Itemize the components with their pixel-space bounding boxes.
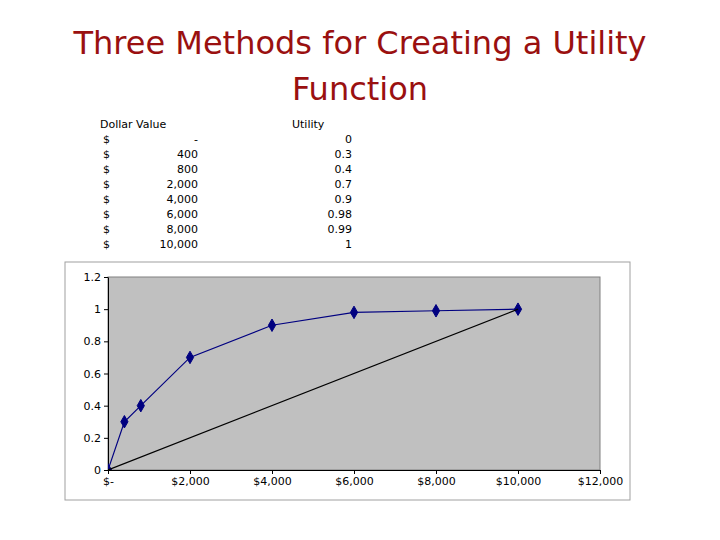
plot-area bbox=[108, 277, 600, 470]
table-cell: 0.7 bbox=[335, 178, 353, 191]
table-cell: 400 bbox=[177, 148, 198, 161]
tick-label: $6,000 bbox=[335, 475, 374, 488]
table-cell: 0.98 bbox=[328, 208, 353, 221]
tick-label: $8,000 bbox=[417, 475, 456, 488]
table-cell: $ bbox=[103, 208, 110, 221]
tick-mark bbox=[354, 470, 355, 474]
tick: $8,000 bbox=[417, 470, 456, 488]
series-line bbox=[108, 309, 518, 470]
tick-mark bbox=[104, 438, 108, 439]
y-axis: 0 0.2 0.4 0.6 0.8 1 1.2 bbox=[84, 271, 109, 477]
tick: 0.6 bbox=[84, 368, 109, 381]
series-marker bbox=[186, 351, 193, 363]
tick-label: $12,000 bbox=[578, 475, 624, 488]
tick-label: 0 bbox=[94, 464, 101, 477]
table-cell: 10,000 bbox=[160, 238, 199, 251]
tick-label: 0.2 bbox=[84, 432, 102, 445]
table-cell: $ bbox=[103, 163, 110, 176]
tick-label: $4,000 bbox=[253, 475, 292, 488]
series-marker bbox=[514, 303, 521, 315]
series-marker bbox=[432, 305, 439, 317]
series-marker bbox=[121, 416, 128, 428]
tick-label: $2,000 bbox=[171, 475, 210, 488]
slide-title: Three Methods for Creating a Utility Fun… bbox=[70, 20, 650, 112]
tick-mark bbox=[518, 470, 519, 474]
table-cell: 0.99 bbox=[328, 223, 353, 236]
value-table: Dollar Value Utility $ - 0 $400 0.3 $800 0.4 $2,0… bbox=[100, 118, 352, 251]
tick-label: 0.4 bbox=[84, 400, 102, 413]
table-cell: 4,000 bbox=[167, 193, 199, 206]
tick: $6,000 bbox=[335, 470, 374, 488]
chart-frame bbox=[65, 262, 630, 500]
tick: $12,000 bbox=[578, 470, 624, 488]
table-cell: $ bbox=[103, 178, 110, 191]
tick-mark bbox=[108, 470, 109, 474]
table-cell: - bbox=[194, 133, 198, 146]
series-marker bbox=[268, 319, 275, 331]
table-cell: 0.4 bbox=[335, 163, 353, 176]
series-line bbox=[108, 309, 518, 470]
tick-label: 0.6 bbox=[84, 368, 102, 381]
tick-mark bbox=[104, 406, 108, 407]
table-header: Dollar Value bbox=[100, 118, 167, 131]
table-cell: 2,000 bbox=[167, 178, 199, 191]
tick: $- bbox=[103, 470, 114, 488]
canvas-svg: Dollar ValueUtility$-0$4000.3$8000.4$2,0… bbox=[0, 0, 720, 540]
tick-label: 1.2 bbox=[84, 271, 102, 284]
table-cell: 0 bbox=[345, 133, 352, 146]
tick-label: $- bbox=[103, 475, 114, 488]
table-cell: $ bbox=[103, 238, 110, 251]
tick-mark bbox=[436, 470, 437, 474]
table-cell: $ bbox=[103, 193, 110, 206]
table-cell: 0.9 bbox=[335, 193, 353, 206]
table-cell: $ bbox=[103, 148, 110, 161]
tick-mark bbox=[190, 470, 191, 474]
x-axis: $- $2,000 $4,000 $6,000 $8,000 $10,000 $12,000 bbox=[103, 470, 623, 488]
table-cell: 6,000 bbox=[167, 208, 199, 221]
tick: 0.8 bbox=[84, 335, 109, 348]
series-marker bbox=[350, 306, 357, 318]
tick: $10,000 bbox=[496, 470, 542, 488]
tick-label: $10,000 bbox=[496, 475, 542, 488]
table-cell: 1 bbox=[345, 238, 352, 251]
tick: 1.2 bbox=[84, 271, 109, 284]
tick-label: 0.8 bbox=[84, 335, 102, 348]
tick-mark bbox=[104, 470, 108, 471]
tick: $2,000 bbox=[171, 470, 210, 488]
slide: Three Methods for Creating a Utility Fun… bbox=[0, 0, 720, 540]
tick: 0 bbox=[94, 464, 108, 477]
table-header: Utility bbox=[292, 118, 325, 131]
axis-line bbox=[108, 278, 109, 471]
tick-mark bbox=[600, 470, 601, 474]
tick-mark bbox=[104, 309, 108, 310]
tick-mark bbox=[104, 374, 108, 375]
table-cell: 0.3 bbox=[335, 148, 353, 161]
table-cell: 800 bbox=[177, 163, 198, 176]
tick-mark bbox=[104, 341, 108, 342]
tick: 1 bbox=[94, 303, 108, 316]
tick-label: 1 bbox=[94, 303, 101, 316]
series-marker bbox=[137, 399, 144, 411]
tick: 0.2 bbox=[84, 432, 109, 445]
table-cell: 8,000 bbox=[167, 223, 199, 236]
tick: $4,000 bbox=[253, 470, 292, 488]
tick-mark bbox=[272, 470, 273, 474]
tick: 0.4 bbox=[84, 400, 109, 413]
series-group bbox=[108, 303, 522, 470]
table-cell: $ bbox=[103, 223, 110, 236]
tick-mark bbox=[104, 277, 108, 278]
table-cell: $ bbox=[103, 133, 110, 146]
